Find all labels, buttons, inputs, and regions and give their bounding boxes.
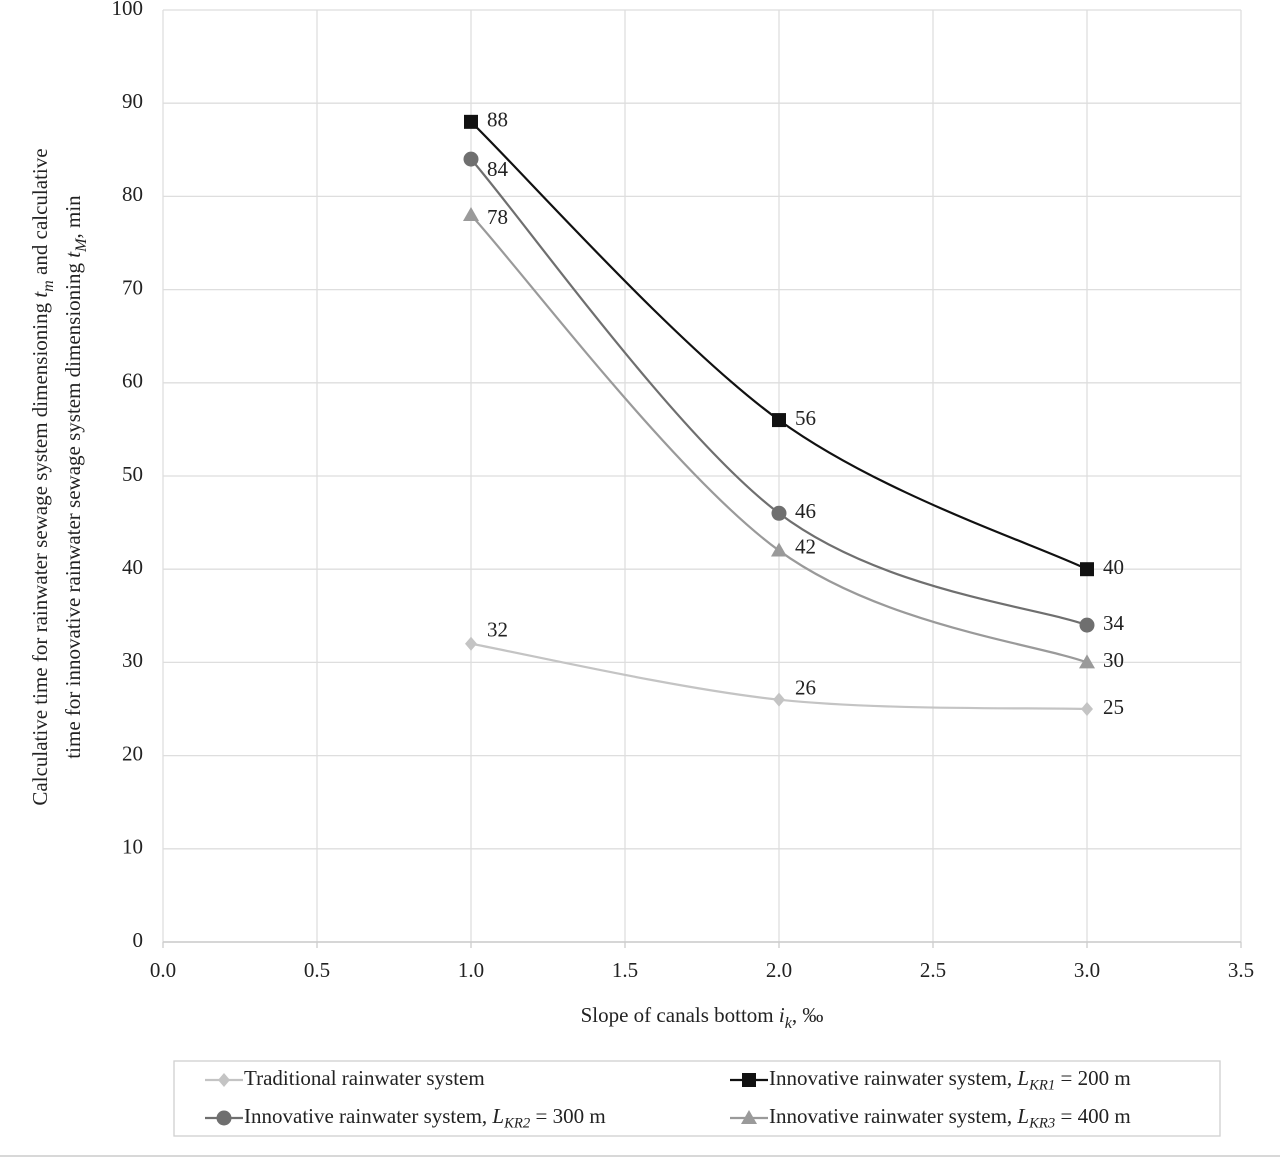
text-run: k [785, 1015, 793, 1032]
text-run: and calculative [28, 148, 52, 280]
text-run: Innovative rainwater system, [769, 1104, 1017, 1128]
x-tick-label: 0.0 [150, 958, 176, 982]
text-run: = 200 m [1055, 1066, 1130, 1090]
text-run: time for innovative rainwater sewage sys… [61, 258, 85, 759]
y-axis-title: Calculative time for rainwater sewage sy… [28, 148, 57, 805]
y-tick-label: 50 [122, 462, 143, 486]
text-run: Traditional rainwater system [244, 1066, 485, 1090]
text-run: , ‰ [792, 1003, 824, 1027]
marker [771, 542, 787, 557]
marker [464, 114, 478, 129]
text-run: KR3 [1028, 1116, 1055, 1132]
y-tick-label: 10 [122, 835, 143, 859]
y-tick-label: 80 [122, 182, 143, 206]
marker [772, 413, 786, 428]
text-run: = 400 m [1055, 1104, 1130, 1128]
marker [463, 207, 479, 222]
marker [465, 636, 477, 651]
x-tick-label: 1.0 [458, 958, 484, 982]
y-axis-title: time for innovative rainwater sewage sys… [61, 195, 90, 759]
text-run: = 300 m [530, 1104, 605, 1128]
x-axis-title: Slope of canals bottom ik, ‰ [581, 1003, 824, 1032]
x-tick-label: 3.0 [1074, 958, 1100, 982]
marker [742, 1073, 756, 1087]
legend-label: Innovative rainwater system, LKR3 = 400 … [769, 1104, 1131, 1132]
text-run: L [491, 1104, 504, 1128]
text-run: Innovative rainwater system, [769, 1066, 1017, 1090]
marker [463, 151, 479, 167]
y-tick-label: 70 [122, 275, 143, 299]
y-tick-label: 100 [112, 0, 144, 20]
legend-label: Innovative rainwater system, LKR1 = 200 … [769, 1066, 1131, 1094]
text-run: , min [61, 195, 85, 239]
marker [1080, 562, 1094, 577]
marker [216, 1110, 232, 1126]
data-label: 84 [487, 157, 509, 181]
marker [1079, 654, 1095, 669]
text-run: KR2 [503, 1116, 531, 1132]
x-tick-label: 1.5 [612, 958, 638, 982]
data-label: 32 [487, 618, 508, 642]
legend-box [173, 1060, 1221, 1137]
marker [773, 692, 785, 707]
text-run: t [61, 251, 85, 258]
y-tick-label: 20 [122, 741, 143, 765]
text-run: L [1016, 1104, 1029, 1128]
data-label: 30 [1103, 648, 1124, 672]
text-run: M [73, 237, 90, 253]
marker [741, 1110, 757, 1124]
y-tick-label: 60 [122, 369, 143, 393]
data-label: 42 [795, 534, 816, 558]
text-run: Calculative time for rainwater sewage sy… [28, 298, 52, 806]
text-run: m [40, 280, 57, 292]
text-run: i [779, 1003, 785, 1027]
x-tick-label: 3.5 [1228, 958, 1254, 982]
y-tick-label: 0 [133, 928, 144, 952]
data-label: 26 [795, 675, 816, 699]
data-label: 40 [1103, 555, 1124, 579]
x-tick-label: 0.5 [304, 958, 330, 982]
x-tick-label: 2.5 [920, 958, 946, 982]
text-run: Innovative rainwater system, [244, 1104, 492, 1128]
series-line [470, 214, 1088, 664]
data-label: 34 [1103, 611, 1125, 635]
text-run: L [1016, 1066, 1029, 1090]
series-line [470, 158, 1088, 627]
marker [1079, 617, 1095, 633]
x-tick-label: 2.0 [766, 958, 792, 982]
y-tick-label: 30 [122, 648, 143, 672]
data-label: 56 [795, 406, 816, 430]
data-label: 25 [1103, 695, 1124, 719]
text-run: KR1 [1028, 1078, 1055, 1094]
marker [771, 505, 787, 521]
marker [218, 1073, 230, 1087]
legend-label: Traditional rainwater system [244, 1066, 485, 1090]
data-label: 46 [795, 499, 816, 523]
y-tick-label: 40 [122, 555, 143, 579]
data-label: 88 [487, 108, 508, 132]
legend-label: Innovative rainwater system, LKR2 = 300 … [244, 1104, 606, 1132]
y-tick-label: 90 [122, 89, 143, 113]
text-run: Slope of canals bottom [581, 1003, 779, 1027]
marker [1081, 702, 1093, 716]
data-label: 78 [487, 205, 508, 229]
text-run: t [28, 291, 52, 298]
